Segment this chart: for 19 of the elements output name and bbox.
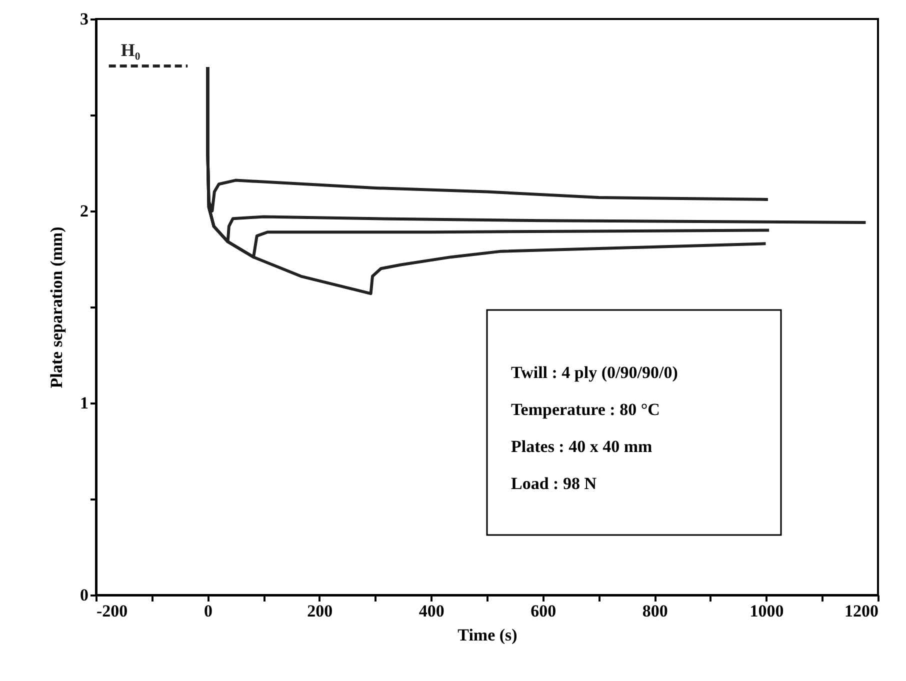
y-tick-label: 0 [80,586,88,604]
x-tick-label: 0 [204,602,212,620]
x-tick-label: 1000 [750,602,784,620]
x-axis-title: Time (s) [458,626,518,644]
annotation: Temperature : 80 °C [511,400,660,419]
y-tick-label: 1 [80,394,88,412]
series-label: H₀ [120,40,140,60]
y-axis-title: Plate separation (mm) [47,226,66,388]
y-tick-label: 2 [80,202,88,220]
x-tick-label: 400 [418,602,444,620]
x-tick-label: 600 [530,602,556,620]
x-tick-label: 800 [642,602,668,620]
x-tick-label: 200 [307,602,333,620]
annotation: Plates : 40 x 40 mm [511,437,652,456]
x-tick-label: 1200 [844,602,878,620]
x-tick-label: -200 [96,602,128,620]
annotation: Twill : 4 ply (0/90/90/0) [511,363,678,382]
annotation: Load : 98 N [511,474,598,493]
y-tick-label: 3 [80,10,88,28]
